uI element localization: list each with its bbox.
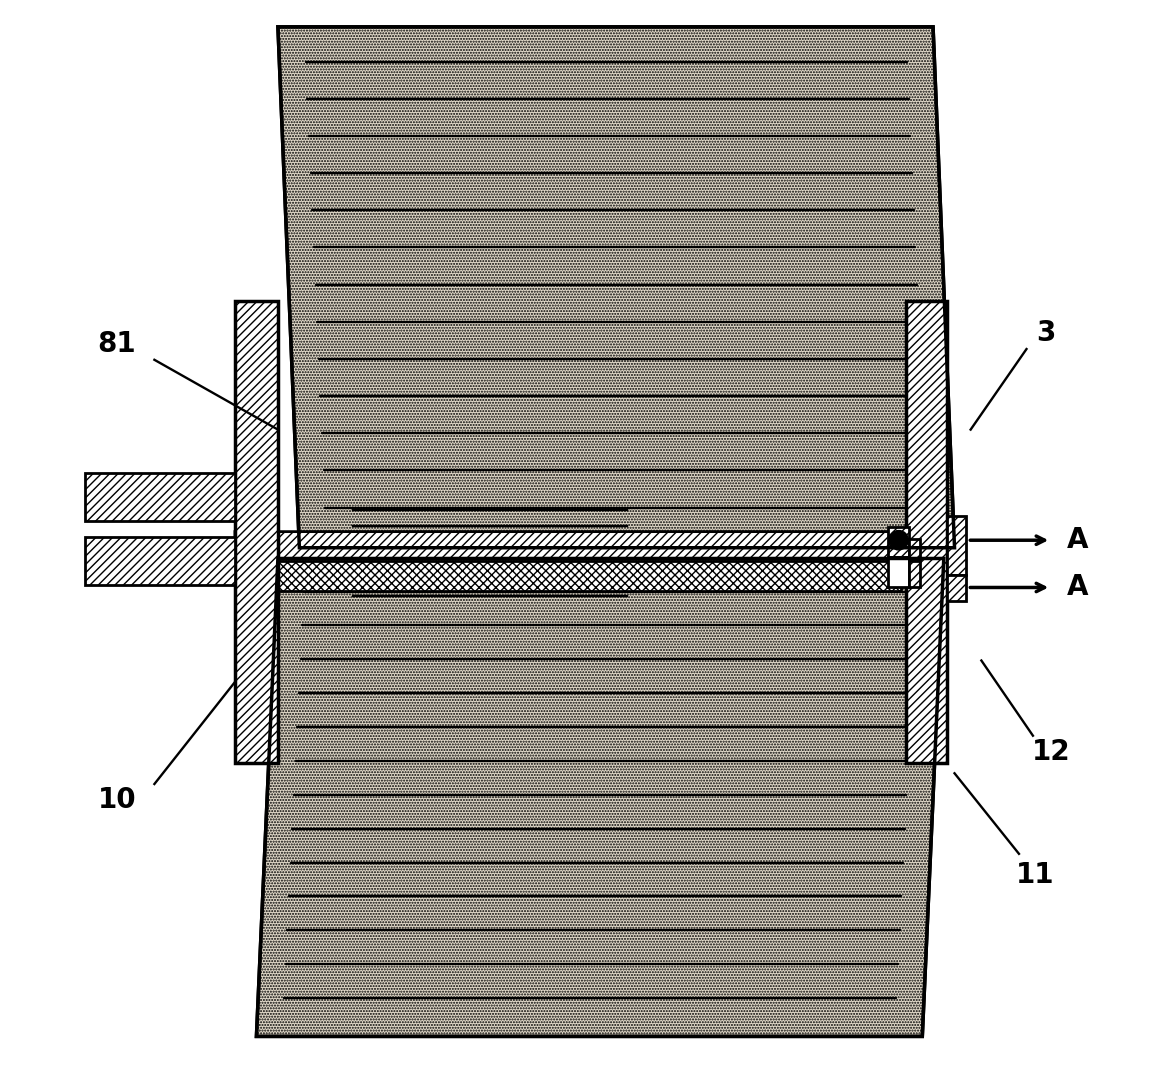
Circle shape — [889, 531, 909, 550]
Bar — [888, 527, 910, 557]
Text: 81: 81 — [97, 330, 137, 358]
Text: A: A — [1068, 526, 1089, 554]
Text: 11: 11 — [1016, 861, 1055, 889]
Bar — [947, 516, 966, 575]
Bar — [906, 301, 947, 763]
Polygon shape — [278, 27, 954, 548]
Text: 10: 10 — [97, 786, 137, 814]
Text: 3: 3 — [1036, 319, 1056, 347]
Bar — [910, 539, 920, 561]
Bar — [84, 473, 235, 521]
Bar — [910, 561, 920, 587]
Text: 12: 12 — [1031, 738, 1071, 766]
Polygon shape — [257, 558, 944, 1036]
Bar — [235, 301, 278, 763]
Bar — [947, 575, 966, 601]
Bar — [84, 537, 235, 585]
Bar — [235, 561, 901, 591]
Bar — [888, 557, 910, 587]
Polygon shape — [235, 532, 906, 558]
Text: A: A — [1068, 574, 1089, 601]
